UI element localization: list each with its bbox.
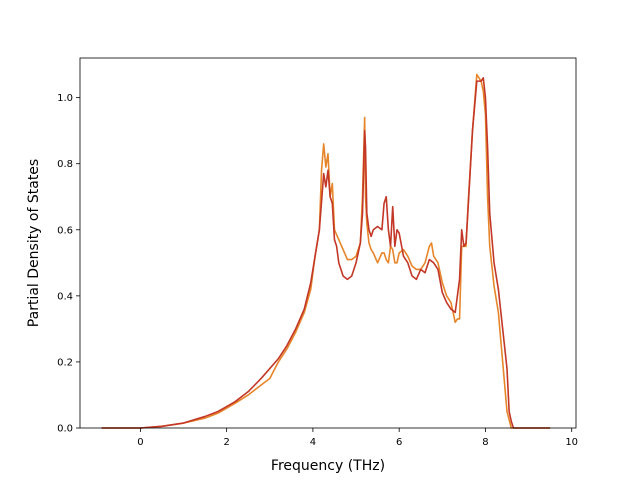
x-tick-label: 8 [482,437,488,448]
y-axis: 0.0 0.2 0.4 0.6 0.8 1.0 [57,93,80,435]
x-tick-label: 0 [137,437,143,448]
x-tick-label: 10 [565,437,578,448]
series-line-1 [101,73,551,429]
series-line-2 [101,77,551,429]
plot-frame [79,57,577,429]
x-tick-label: 2 [223,437,229,448]
y-tick-label: 0.8 [57,159,73,170]
y-axis-label: Partial Density of States [26,159,42,327]
y-tick-label: 0.4 [57,291,73,302]
y-tick-label: 0.6 [57,225,73,236]
y-tick-label: 0.0 [57,424,73,435]
x-axis: 0 2 4 6 8 10 [137,428,578,448]
y-tick-label: 1.0 [57,93,73,104]
x-tick-label: 4 [310,437,316,448]
x-axis-label: Frequency (THz) [271,458,385,474]
x-tick-label: 6 [396,437,402,448]
series-layer [101,73,551,429]
y-tick-label: 0.2 [57,357,73,368]
